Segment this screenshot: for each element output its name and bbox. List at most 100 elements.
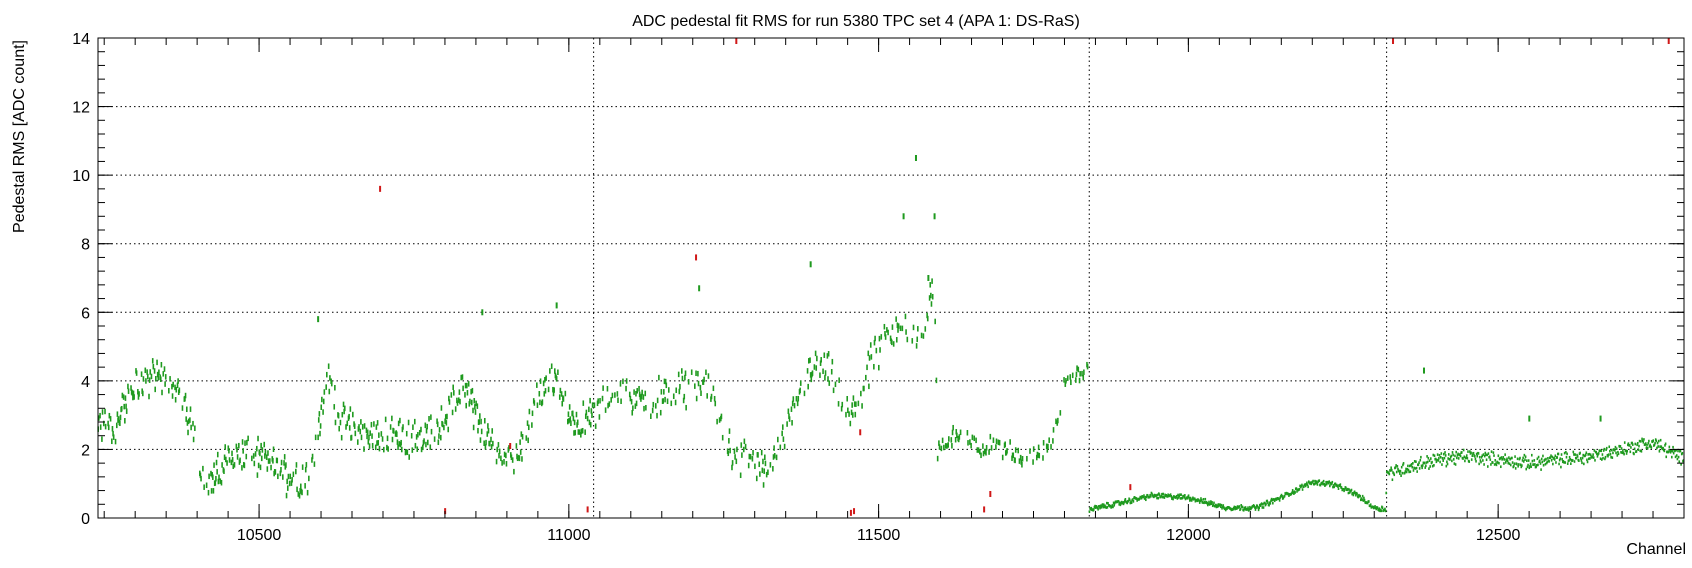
good-channel-point — [1408, 470, 1410, 474]
grid-layer — [98, 38, 1684, 518]
good-channel-point — [1588, 452, 1591, 456]
good-channel-point — [1657, 445, 1659, 448]
good-channel-point — [1081, 370, 1083, 377]
good-channel-point — [1240, 504, 1243, 507]
good-channel-outlier — [902, 213, 905, 220]
good-channel-point — [1265, 502, 1267, 506]
good-channel-point — [125, 408, 128, 414]
good-channel-point — [915, 343, 918, 349]
good-channel-point — [1032, 459, 1034, 465]
good-channel-point — [731, 460, 734, 466]
good-channel-outlier — [555, 302, 558, 309]
good-channel-point — [754, 463, 756, 470]
good-channel-point — [160, 362, 163, 368]
good-channel-point — [1570, 462, 1572, 465]
good-channel-point — [239, 457, 241, 464]
good-channel-point — [1138, 497, 1141, 501]
good-channel-point — [1405, 467, 1407, 471]
good-channel-point — [301, 489, 303, 496]
good-channel-point — [1321, 481, 1324, 484]
good-channel-point — [1102, 503, 1105, 506]
good-channel-point — [1271, 498, 1274, 502]
y-tick-label: 10 — [72, 168, 90, 185]
good-channel-point — [152, 363, 155, 370]
good-channel-point — [1671, 455, 1673, 459]
good-channel-point — [760, 449, 763, 456]
good-channel-point — [1385, 491, 1388, 495]
good-channel-point — [736, 446, 738, 453]
good-channel-point — [788, 416, 791, 422]
good-channel-point — [1328, 480, 1331, 483]
good-channel-point — [1221, 506, 1223, 510]
good-channel-point — [217, 478, 220, 485]
good-channel-point — [369, 430, 371, 436]
good-channel-point — [1609, 453, 1612, 456]
good-channel-point — [1390, 468, 1393, 472]
good-channel-point — [681, 375, 684, 382]
good-channel-point — [1066, 375, 1069, 381]
good-channel-point — [1644, 442, 1647, 445]
good-channel-point — [1594, 459, 1596, 462]
good-channel-point — [1329, 484, 1331, 488]
good-channel-point — [573, 419, 576, 426]
good-channel-point — [809, 357, 811, 363]
good-channel-point — [577, 429, 580, 435]
good-channel-point — [208, 473, 210, 480]
good-channel-point — [977, 447, 980, 453]
good-channel-point — [414, 442, 417, 449]
good-channel-point — [138, 391, 140, 397]
good-channel-point — [283, 454, 286, 460]
good-channel-point — [1097, 507, 1099, 511]
good-channel-point — [1246, 508, 1249, 511]
good-channel-point — [1176, 497, 1179, 500]
good-channel-point — [1456, 456, 1458, 460]
good-channel-point — [1064, 381, 1067, 387]
good-channel-point — [471, 387, 474, 394]
good-channel-point — [1146, 494, 1149, 497]
good-channel-point — [371, 433, 373, 439]
good-channel-point — [306, 489, 309, 496]
good-channel-point — [731, 464, 733, 471]
good-channel-point — [1576, 455, 1579, 458]
good-channel-point — [536, 402, 539, 408]
good-channel-point — [1470, 451, 1472, 455]
good-channel-point — [954, 436, 957, 443]
good-channel-point — [851, 402, 853, 408]
good-channel-point — [629, 395, 632, 402]
good-channel-point — [1638, 439, 1641, 443]
good-channel-point — [604, 407, 607, 413]
good-channel-point — [1415, 466, 1418, 470]
y-tick-label: 2 — [81, 442, 90, 459]
good-channel-point — [453, 390, 455, 396]
good-channel-point — [1186, 496, 1189, 500]
good-channel-point — [1130, 501, 1133, 505]
good-channel-point — [270, 464, 272, 471]
good-channel-point — [1581, 461, 1583, 465]
good-channel-point — [1446, 462, 1449, 466]
good-channel-point — [926, 312, 928, 319]
good-channel-point — [670, 400, 673, 407]
good-channel-point — [521, 433, 524, 440]
good-channel-point — [1262, 506, 1265, 509]
good-channel-point — [951, 443, 953, 449]
good-channel-point — [511, 457, 514, 463]
good-channel-point — [1412, 469, 1415, 472]
good-channel-point — [857, 400, 860, 407]
good-channel-point — [1204, 497, 1207, 501]
good-channel-point — [1426, 460, 1429, 464]
good-channel-point — [322, 398, 325, 405]
good-channel-point — [342, 401, 345, 408]
good-channel-point — [1070, 379, 1072, 386]
good-channel-point — [853, 401, 856, 407]
good-channel-point — [1493, 454, 1495, 457]
good-channel-point — [930, 292, 932, 299]
good-channel-point — [803, 390, 806, 397]
good-channel-point — [1671, 449, 1674, 453]
good-channel-point — [911, 338, 914, 344]
good-channel-point — [1267, 501, 1269, 504]
good-channel-point — [215, 475, 217, 482]
good-channel-point — [1153, 495, 1155, 499]
good-channel-point — [1418, 461, 1420, 464]
good-channel-point — [470, 399, 473, 406]
good-channel-point — [895, 337, 898, 343]
